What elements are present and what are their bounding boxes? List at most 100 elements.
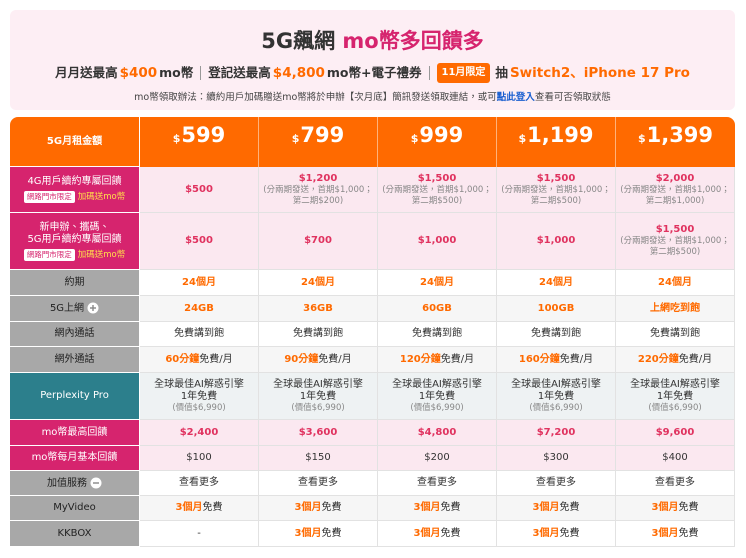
cell-highlight: 24個月 — [539, 276, 573, 288]
cell-main: 免費講到飽 — [531, 328, 581, 340]
plan-cell: 24個月 — [497, 270, 616, 296]
promo-line: 月月送最高 $400 mo幣 登記送最高 $4,800 mo幣+電子禮券 11月限定抽 Swi… — [10, 63, 735, 83]
plan-cell: 免費講到飽 — [616, 322, 735, 347]
cell-text[interactable]: 查看更多 — [179, 477, 219, 488]
plan-cell: 全球最佳AI解惑引擎 1年免費 (價值$6,990) — [616, 373, 735, 420]
plan-cell: 24個月 — [140, 270, 259, 296]
cell-text: 免費/月 — [440, 353, 475, 365]
plan-table: 5G月租金額 $599 $799 $999 $1,199 $1,399 4G用戶續約專屬回饋… — [10, 117, 735, 547]
plan-cell: $2,000 (分兩期發送，首期$1,000；第二期$1,000) — [616, 167, 735, 213]
plan-cell: 3個月免費 — [378, 521, 497, 547]
plan-cell: $1,000 — [378, 213, 497, 270]
cell-highlight: $1,500 — [655, 224, 695, 235]
cell-text[interactable]: 查看更多 — [655, 477, 695, 488]
cell-text: 免費 — [202, 502, 223, 513]
row-label: 約期 — [10, 270, 140, 296]
row-label: 網外通話 — [10, 347, 140, 373]
cell-highlight: $7,200 — [536, 426, 576, 438]
cell-text[interactable]: 查看更多 — [417, 477, 457, 488]
plan-cell: 24個月 — [378, 270, 497, 296]
cell-highlight: $9,600 — [655, 426, 695, 438]
cell-main: 3個月免費 — [295, 528, 342, 540]
cell-line: 全球最佳AI解惑引擎 — [392, 378, 482, 390]
cell-note: (分兩期發送，首期$1,000；第二期$1,000) — [620, 184, 730, 206]
cell-highlight: 120分鐘 — [399, 353, 441, 365]
row-label: mo幣每月基本回饋 — [10, 446, 140, 471]
cell-main: 查看更多 — [417, 477, 457, 489]
login-link[interactable]: 點此登入 — [496, 92, 535, 103]
row-label-line: 網內通話 — [54, 328, 95, 339]
cell-text[interactable]: 查看更多 — [536, 477, 576, 488]
label-badge: 網路門市限定 — [23, 191, 75, 203]
promo-group: 11月限定抽 Switch2、iPhone 17 Pro — [436, 63, 690, 83]
cell-text[interactable]: 查看更多 — [298, 477, 338, 488]
cell-highlight: $1,200 — [298, 172, 338, 184]
cell-main: 查看更多 — [655, 477, 695, 489]
cell-line: 全球最佳AI解惑引擎 — [630, 378, 720, 390]
plan-cell: 查看更多 — [140, 471, 259, 496]
price-header: $799 — [259, 117, 378, 167]
plan-cell: $500 — [140, 167, 259, 213]
cell-line: 全球最佳AI解惑引擎 — [273, 378, 363, 390]
plan-cell: 3個月免費 — [616, 496, 735, 521]
cell-main: 3個月免費 — [295, 502, 342, 514]
cell-main: 60分鐘免費/月 — [165, 354, 232, 366]
price-amount: 799 — [300, 123, 345, 147]
cell-text: 免費講到飽 — [531, 328, 581, 339]
cell-main: 免費講到飽 — [650, 328, 700, 340]
cell-text: 免費 — [559, 502, 580, 513]
minus-icon[interactable] — [90, 477, 102, 489]
cell-main: $150 — [305, 452, 330, 464]
cell-main: 3個月免費 — [533, 502, 580, 514]
cell-main: $1,000 — [537, 235, 576, 247]
row-label-line: 5G用戶續約專屬回饋 — [27, 233, 122, 245]
cell-highlight: 3個月 — [175, 502, 203, 513]
cell-note: (分兩期發送，首期$1,000；第二期$500) — [501, 184, 611, 206]
cell-main: 上網吃到飽 — [650, 303, 700, 315]
cell-highlight: 36GB — [303, 302, 333, 314]
cell-highlight: $1,500 — [536, 172, 576, 184]
cell-highlight: 60GB — [422, 302, 452, 314]
plan-cell: 免費講到飽 — [259, 322, 378, 347]
cell-main: 220分鐘免費/月 — [638, 354, 712, 366]
cell-main: $1,500 — [656, 224, 695, 236]
cell-highlight: 3個月 — [532, 527, 560, 539]
cell-highlight: $1,000 — [536, 235, 576, 246]
cell-main: 3個月免費 — [176, 502, 223, 514]
cell-line: 1年免費 — [299, 390, 337, 402]
promo-text: 抽 — [495, 65, 508, 80]
cell-main: $2,400 — [180, 427, 219, 439]
row-label-line: Perplexity Pro — [40, 390, 109, 401]
cell-line: 1年免費 — [656, 390, 694, 402]
cell-main: $700 — [304, 235, 332, 247]
cell-text: 免費 — [321, 502, 342, 513]
plan-cell: 全球最佳AI解惑引擎 1年免費 (價值$6,990) — [140, 373, 259, 420]
cell-text: $400 — [662, 452, 688, 463]
plus-icon[interactable] — [87, 302, 99, 314]
row-label: 加值服務 — [10, 471, 140, 496]
cell-text: $150 — [305, 452, 331, 463]
plan-cell: $1,000 — [497, 213, 616, 270]
cell-note: (分兩期發送，首期$1,000；第二期$500) — [382, 184, 492, 206]
cell-highlight: $1,000 — [417, 235, 457, 246]
cell-text: 免費講到飽 — [293, 328, 343, 339]
plan-cell: 3個月免費 — [140, 496, 259, 521]
plan-cell: 24個月 — [616, 270, 735, 296]
plan-cell: 免費講到飽 — [140, 322, 259, 347]
cell-highlight: $3,600 — [298, 426, 338, 438]
row-label: mo幣最高回饋 — [10, 420, 140, 446]
price-amount: 599 — [181, 123, 226, 147]
row-label-line: mo幣每月基本回饋 — [31, 452, 118, 463]
cell-note: (價值$6,990) — [172, 402, 226, 413]
cell-highlight: 3個月 — [413, 502, 441, 513]
promo-highlight: Switch2、iPhone 17 Pro — [509, 65, 690, 81]
row-label: Perplexity Pro — [10, 373, 140, 420]
promo-text: 登記送最高 — [208, 65, 271, 80]
plan-cell: 36GB — [259, 296, 378, 322]
plan-cell: 160分鐘免費/月 — [497, 347, 616, 373]
plan-cell: 3個月免費 — [616, 521, 735, 547]
plan-cell: 查看更多 — [259, 471, 378, 496]
cell-main: $1,000 — [418, 235, 457, 247]
cell-main: 3個月免費 — [652, 528, 699, 540]
